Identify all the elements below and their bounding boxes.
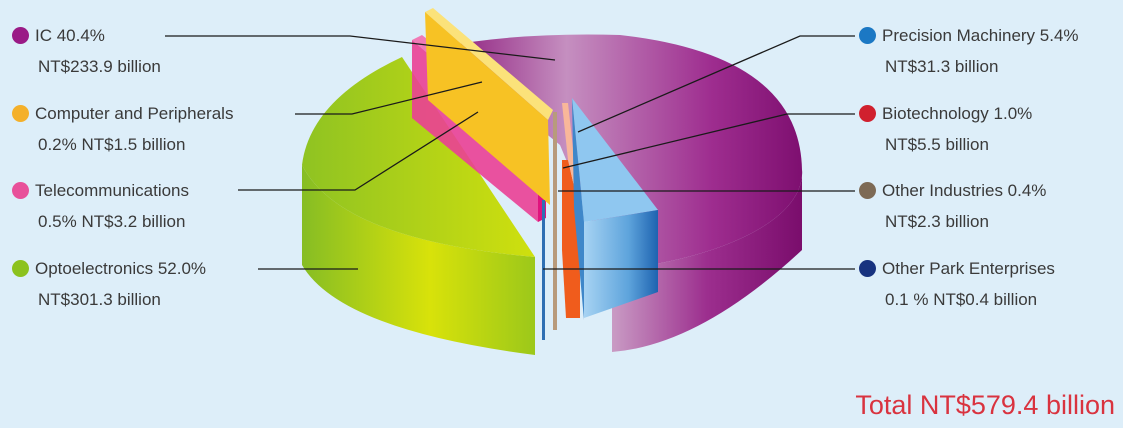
total-label: Total NT$579.4 billion: [855, 390, 1115, 420]
legend-dot-computer: [12, 105, 29, 122]
legend-dot-precision: [859, 27, 876, 44]
slice-precision-machinery-face: [572, 98, 584, 320]
label-biotech-line1: Biotechnology 1.0%: [882, 104, 1033, 123]
label-other-park-line2: 0.1 % NT$0.4 billion: [885, 290, 1038, 309]
leader-line-computer: [295, 81, 483, 115]
leader-line-biotech: [562, 113, 855, 169]
label-precision: Precision Machinery 5.4% NT$31.3 billion: [859, 25, 1079, 78]
label-telecom-line2: 0.5% NT$3.2 billion: [38, 212, 186, 231]
slice-optoelectronics: [302, 57, 535, 355]
slice-optoelectronics-top: [302, 57, 535, 257]
legend-dot-other-park: [859, 260, 876, 277]
label-precision-line1: Precision Machinery 5.4%: [882, 26, 1079, 45]
label-opto-line1: Optoelectronics 52.0%: [35, 259, 207, 278]
leader-line-ic: [165, 35, 556, 61]
slice-computer-peripherals: [425, 8, 553, 205]
label-precision-line2: NT$31.3 billion: [885, 57, 999, 76]
slice-other-park-enterprises: [542, 200, 545, 340]
leader-line-telecom: [238, 111, 479, 191]
label-biotech-line2: NT$5.5 billion: [885, 135, 989, 154]
label-ic: IC 40.4% NT$233.9 billion: [12, 25, 161, 78]
legend-dot-telecom: [12, 182, 29, 199]
leader-line-precision: [577, 35, 855, 133]
label-other-industries-line2: NT$2.3 billion: [885, 212, 989, 231]
label-biotech: Biotechnology 1.0% NT$5.5 billion: [859, 103, 1032, 156]
label-telecom: Telecommunications 0.5% NT$3.2 billion: [12, 180, 189, 233]
legend-dot-biotech: [859, 105, 876, 122]
slice-computer-peripherals-face: [425, 12, 550, 205]
label-computer-line2: 0.2% NT$1.5 billion: [38, 135, 186, 154]
label-other-industries-line1: Other Industries 0.4%: [882, 181, 1047, 200]
label-ic-line2: NT$233.9 billion: [38, 57, 161, 76]
legend-dot-opto: [12, 260, 29, 277]
label-ic-line1: IC 40.4%: [35, 26, 105, 45]
label-other-park: Other Park Enterprises 0.1 % NT$0.4 bill…: [859, 258, 1055, 311]
label-other-park-line1: Other Park Enterprises: [882, 259, 1055, 278]
slice-optoelectronics-side: [302, 165, 535, 355]
label-telecom-line1: Telecommunications: [35, 181, 190, 200]
leader-lines: [165, 35, 855, 270]
legend-dot-other-industries: [859, 182, 876, 199]
slice-other-industries: [553, 112, 557, 330]
slice-precision-machinery-side: [584, 210, 658, 318]
label-opto: Optoelectronics 52.0% NT$301.3 billion: [12, 258, 206, 311]
label-opto-line2: NT$301.3 billion: [38, 290, 161, 309]
legend-dot-ic: [12, 27, 29, 44]
slice-computer-peripherals-top: [425, 8, 553, 120]
slice-ic-side: [612, 170, 803, 352]
label-computer: Computer and Peripherals 0.2% NT$1.5 bil…: [12, 103, 233, 156]
label-other-industries: Other Industries 0.4% NT$2.3 billion: [859, 180, 1046, 233]
label-computer-line1: Computer and Peripherals: [35, 104, 234, 123]
